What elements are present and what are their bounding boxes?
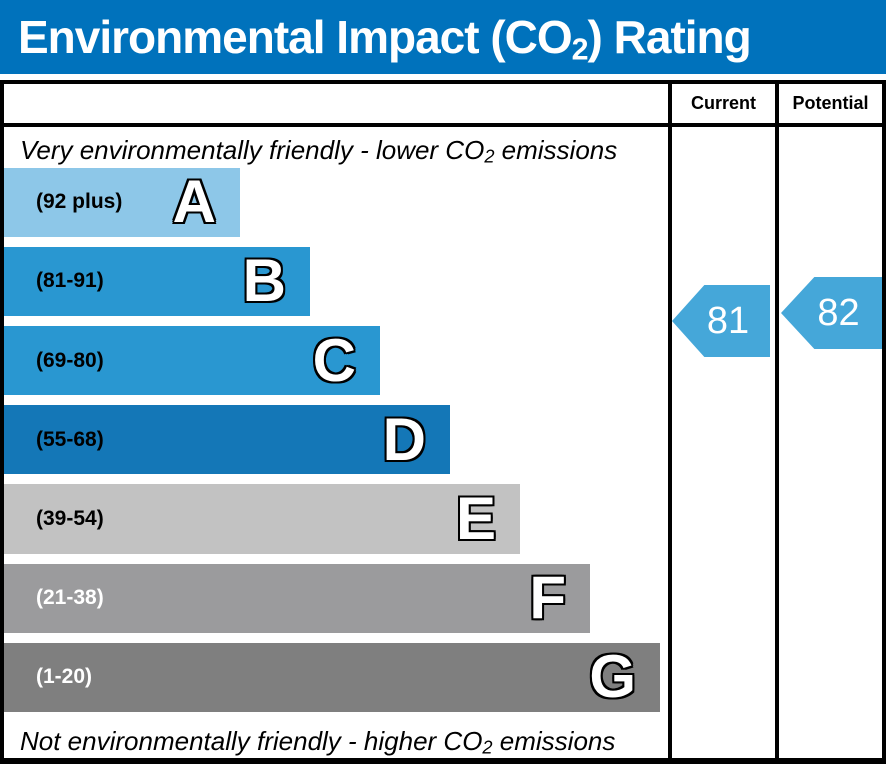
current-header-label: Current <box>690 93 756 113</box>
current-rating-column: 81 <box>668 127 775 758</box>
band-row-e: (39-54) E <box>4 484 520 554</box>
band-row-a: (92 plus) A <box>4 167 240 237</box>
column-header-potential: Potential <box>775 84 882 127</box>
column-header-current: Current <box>668 84 775 127</box>
band-range-label: (92 plus) <box>36 190 123 214</box>
band-letter: D <box>382 405 426 473</box>
header-main-spacer <box>4 84 668 127</box>
potential-header-label: Potential <box>792 93 869 113</box>
band-row-g: (1-20) G <box>4 642 660 713</box>
band-range-label: (1-20) <box>36 665 93 689</box>
band-range-label: (55-68) <box>36 427 104 451</box>
potential-rating-value: 82 <box>817 291 860 334</box>
top-note: Very environmentally friendly - lower CO… <box>4 127 668 168</box>
band-area: Very environmentally friendly - lower CO… <box>4 127 668 758</box>
band-letter: A <box>172 168 216 236</box>
band-letter: F <box>529 564 566 632</box>
co2-subscript: 2 <box>571 33 589 67</box>
band-letter: E <box>455 485 496 553</box>
band-letter: C <box>312 326 356 394</box>
band-row-f: (21-38) F <box>4 563 590 633</box>
band-row-b: (81-91) B <box>4 246 310 317</box>
band-letter: G <box>589 643 636 711</box>
band-letter: B <box>242 247 286 315</box>
band-range-label: (81-91) <box>36 269 104 293</box>
band-range-label: (39-54) <box>36 507 104 531</box>
potential-rating-arrow: 82 <box>781 277 882 349</box>
current-rating-arrow: 81 <box>672 285 770 357</box>
band-range-label: (21-38) <box>36 586 104 610</box>
chart-title-banner: Environmental Impact (CO2) Rating <box>0 0 886 74</box>
bottom-note: Not environmentally friendly - higher CO… <box>4 722 668 758</box>
band-range-label: (69-80) <box>36 348 104 372</box>
co2-subscript: 2 <box>484 146 495 167</box>
band-row-d: (55-68) D <box>4 405 450 475</box>
rating-table: Current Potential Very environmentally f… <box>0 80 886 764</box>
current-rating-value: 81 <box>706 299 750 342</box>
band-row-c: (69-80) C <box>4 326 380 396</box>
potential-rating-column: 82 <box>775 127 882 758</box>
co2-subscript: 2 <box>482 737 493 758</box>
page-title: Environmental Impact (CO2) Rating <box>18 11 752 67</box>
